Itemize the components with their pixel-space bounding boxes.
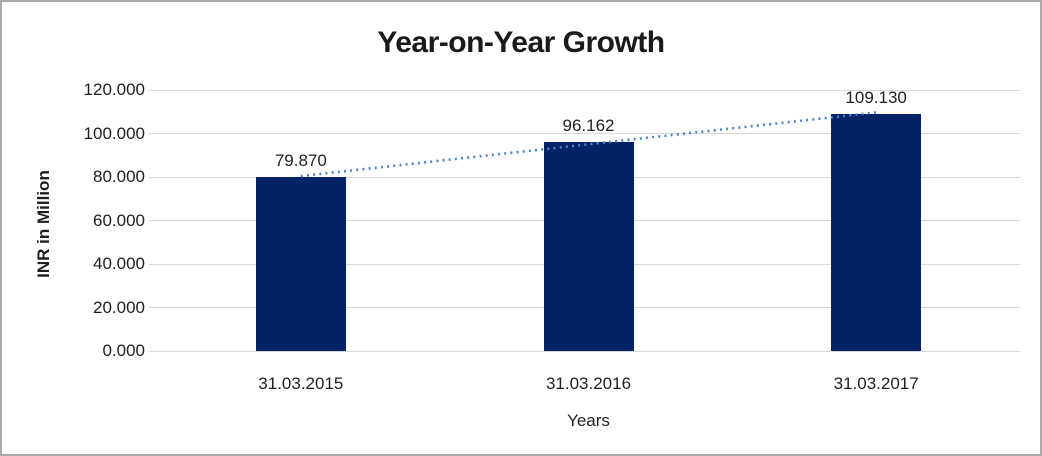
y-tick-label: 120.000 [83,80,145,99]
x-axis-title: Years [567,411,610,430]
gridline [149,89,1020,91]
x-tick-label: 31.03.2016 [545,374,632,393]
x-tick-label: 31.03.2017 [833,374,919,393]
plot-area: 79.870 96.162 109.130 [149,87,1020,352]
bar [543,141,634,351]
x-axis-tick-labels: 31.03.2015 31.03.2016 31.03.2017 [157,374,1020,398]
y-tick-label: 100.000 [83,123,145,143]
data-label: 109.130 [845,87,907,107]
data-label: 79.870 [274,151,327,171]
y-tick-label: 20.000 [93,297,145,317]
y-tick-label: 0.000 [102,341,145,360]
bar [831,113,922,351]
chart-title: Year-on-Year Growth [377,26,665,59]
gridline [149,350,1020,352]
y-tick-label: 60.000 [93,210,145,230]
bar [255,177,346,351]
y-tick-label: 40.000 [93,254,145,273]
y-tick-label: 80.000 [93,167,145,186]
y-axis-tick-labels: 0.000 20.000 40.000 60.000 80.000 100.000 120.… [2,80,157,360]
data-label: 96.162 [562,115,615,135]
x-tick-label: 31.03.2015 [258,374,344,393]
